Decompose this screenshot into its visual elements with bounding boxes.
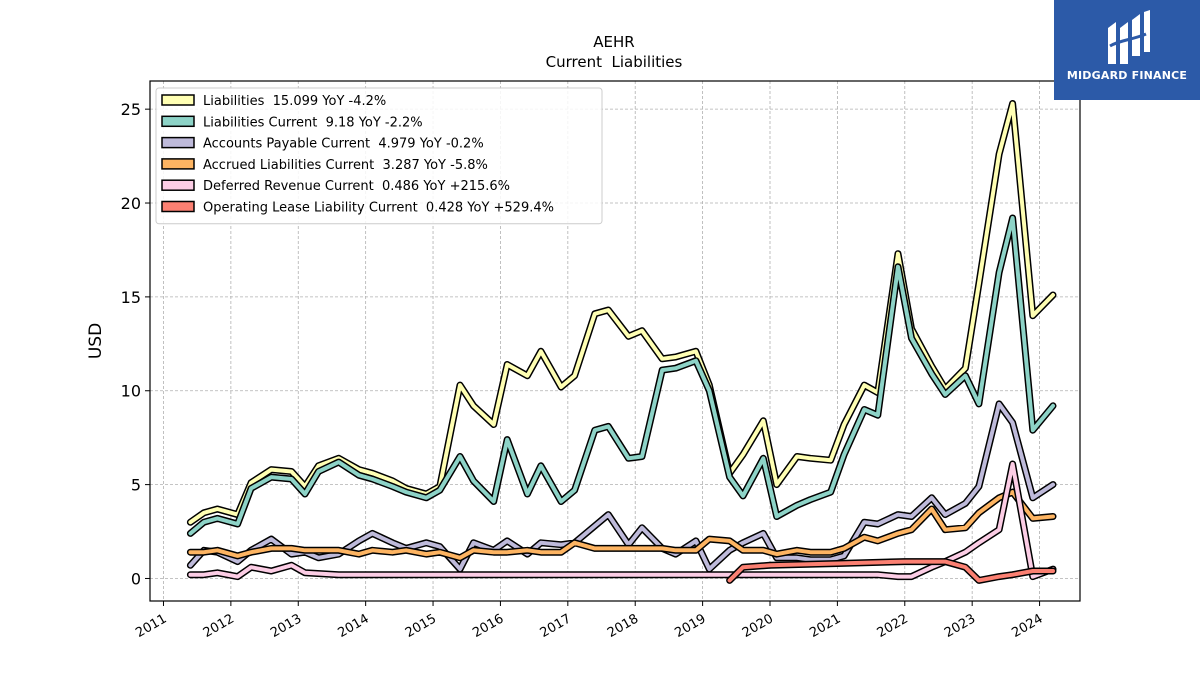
x-tick-label: 2011 — [133, 611, 169, 641]
series-stroke — [188, 462, 1055, 579]
series-lines — [186, 100, 1057, 584]
y-tick-label: 15 — [121, 288, 141, 307]
legend-swatch — [161, 158, 195, 170]
legend-box — [155, 87, 603, 225]
series-outline — [186, 214, 1057, 537]
y-tick-label: 25 — [121, 100, 141, 119]
series-line-5 — [186, 460, 1057, 581]
x-tick-label: 2019 — [672, 611, 708, 641]
x-tick-label: 2014 — [335, 611, 371, 641]
legend-entry: Liabilities 15.099 YoY -4.2% — [203, 94, 386, 109]
x-tick-label: 2020 — [740, 611, 776, 641]
series-stroke — [188, 490, 1055, 560]
series-stroke — [727, 559, 1055, 583]
x-tick-label: 2022 — [875, 611, 911, 641]
legend-swatch — [161, 115, 195, 128]
legend-entry: Operating Lease Liability Current 0.428 … — [203, 201, 554, 216]
series-line-3 — [186, 400, 1057, 573]
y-tick-label: 5 — [131, 476, 141, 495]
x-tick-label: 2013 — [268, 611, 304, 641]
plot-area-frame — [149, 80, 1081, 602]
legend-swatch — [161, 200, 195, 213]
legend-swatch — [161, 179, 195, 191]
y-tick-label: 20 — [121, 194, 141, 213]
brand-logo: MIDGARD FINANCE — [1054, 0, 1200, 100]
y-tick-label: 0 — [131, 569, 141, 588]
legend-swatch — [161, 94, 195, 106]
series-stroke — [188, 216, 1055, 536]
legend-entry: Deferred Revenue Current 0.486 YoY +215.… — [203, 179, 510, 194]
x-tick-label: 2015 — [403, 611, 439, 641]
series-line-2 — [186, 214, 1057, 537]
x-tick-label: 2017 — [538, 611, 574, 641]
series-line-4 — [186, 488, 1057, 562]
y-tick-label: 10 — [121, 382, 141, 401]
legend-swatch — [161, 136, 195, 149]
series-stroke — [188, 401, 1055, 572]
x-tick-label: 2018 — [605, 611, 641, 641]
chart-subtitle: Current Liabilities — [546, 53, 683, 71]
legend: Liabilities 15.099 YoY -4.2% Liabilities … — [155, 87, 603, 225]
midgard-logo-icon — [1108, 10, 1150, 64]
legend-entry: Liabilities Current 9.18 YoY -2.2% — [203, 115, 423, 130]
series-outline — [186, 400, 1057, 573]
x-tick-label: 2021 — [807, 611, 843, 641]
chart-title: AEHR — [593, 33, 634, 51]
brand-name: MIDGARD FINANCE — [1066, 69, 1188, 82]
legend-entry: Accounts Payable Current 4.979 YoY -0.2% — [203, 137, 484, 152]
series-line-6 — [726, 558, 1057, 584]
x-tick-label: 2012 — [201, 611, 237, 641]
y-axis-label: USD — [86, 323, 106, 359]
x-tick-label: 2016 — [470, 611, 506, 641]
legend-entry: Accrued Liabilities Current 3.287 YoY -5… — [203, 158, 488, 173]
x-tick-label: 2023 — [942, 611, 978, 641]
x-tick-label: 2024 — [1009, 611, 1045, 641]
